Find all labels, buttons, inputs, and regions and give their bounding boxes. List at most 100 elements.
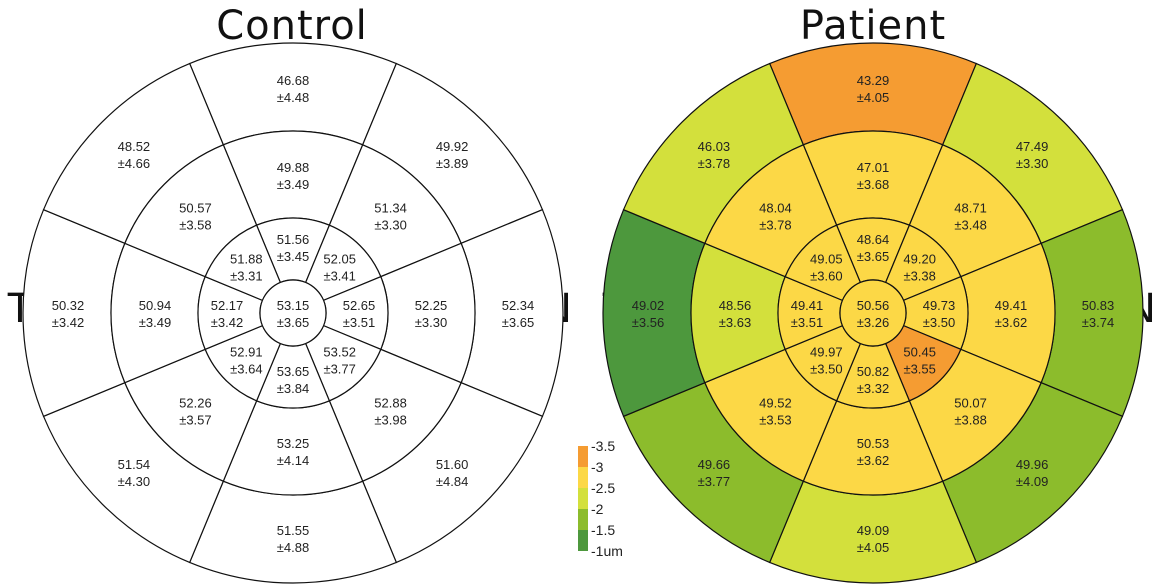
ring2-sector-6-label-mean: 49.52	[759, 396, 792, 411]
ring2-sector-8-label-mean: 48.04	[759, 200, 792, 215]
ring3-sector-5-label-mean: 51.55	[277, 523, 310, 538]
ring2-sector-5-label-sd: ±3.62	[857, 453, 889, 468]
color-scale-legend: -3.5 -3 -2.5 -2 -1.5 -1um	[578, 438, 623, 559]
ring1-sector-7-label-sd: ±3.51	[791, 315, 823, 330]
ring3-sector-7-label-mean: 49.02	[632, 298, 665, 313]
legend-label: -3.5	[591, 438, 615, 454]
ring2-sector-3-label-sd: ±3.62	[995, 315, 1027, 330]
ring3-sector-2-label-sd: ±3.30	[1016, 156, 1048, 171]
ring2-sector-7-label-mean: 50.94	[139, 298, 172, 313]
ring3-sector-4-label-sd: ±4.09	[1016, 474, 1048, 489]
center-sector-label-mean: 53.15	[277, 298, 310, 313]
ring2-sector-8-label-sd: ±3.58	[179, 217, 211, 232]
ring2-sector-2-label-mean: 51.34	[374, 200, 407, 215]
control-sector-chart: 53.15 ±3.65 51.56 ±3.45 52.05 ±3.41 52.65 ±3.51…	[22, 42, 564, 584]
ring1-sector-3-label-mean: 52.65	[343, 298, 376, 313]
ring3-sector-8-label-mean: 46.03	[698, 139, 731, 154]
ring1-sector-2-label-sd: ±3.41	[323, 268, 355, 283]
ring2-sector-1-label-sd: ±3.49	[277, 177, 309, 192]
ring2-sector-7-label-sd: ±3.63	[719, 315, 751, 330]
ring2-sector-4-label-sd: ±3.88	[954, 413, 986, 428]
ring3-sector-7-label-sd: ±3.56	[632, 315, 664, 330]
ring3-sector-1-label-mean: 43.29	[857, 73, 890, 88]
ring3-sector-3-label-sd: ±3.65	[502, 315, 534, 330]
ring2-sector-1-label-mean: 47.01	[857, 160, 890, 175]
ring2-sector-7-label-mean: 48.56	[719, 298, 752, 313]
ring3-sector-6-label-sd: ±4.30	[118, 474, 150, 489]
ring1-sector-1-label-mean: 51.56	[277, 232, 310, 247]
ring1-sector-7-label-mean: 49.41	[791, 298, 824, 313]
legend-swatch	[578, 509, 588, 530]
ring3-sector-5-label-sd: ±4.05	[857, 540, 889, 555]
ring2-sector-7-label-sd: ±3.49	[139, 315, 171, 330]
legend-swatch	[578, 446, 588, 467]
ring1-sector-8-label-sd: ±3.31	[230, 268, 262, 283]
legend-label: -2.5	[591, 480, 615, 496]
ring1-sector-3-label-sd: ±3.50	[923, 315, 955, 330]
ring3-sector-8-label-sd: ±3.78	[698, 156, 730, 171]
ring3-sector-2-label-sd: ±3.89	[436, 156, 468, 171]
ring2-sector-2-label-mean: 48.71	[954, 200, 987, 215]
ring1-sector-8-label-mean: 51.88	[230, 251, 263, 266]
ring3-sector-2-label-mean: 47.49	[1016, 139, 1049, 154]
ring1-sector-6-label-mean: 49.97	[810, 345, 843, 360]
control-title: Control	[216, 3, 368, 49]
center-sector	[839, 279, 907, 347]
ring1-sector-3-label-sd: ±3.51	[343, 315, 375, 330]
ring1-sector-5-label-mean: 53.65	[277, 364, 310, 379]
ring2-sector-4-label-mean: 50.07	[954, 396, 987, 411]
ring1-sector-8-label-mean: 49.05	[810, 251, 843, 266]
ring2-sector-6-label-mean: 52.26	[179, 396, 212, 411]
ring3-sector-6-label-sd: ±3.77	[698, 474, 730, 489]
center-sector-label-sd: ±3.65	[277, 315, 309, 330]
ring3-sector-5-label-mean: 49.09	[857, 523, 890, 538]
ring1-sector-4-label-mean: 50.45	[903, 345, 936, 360]
ring2-sector-5-label-sd: ±4.14	[277, 453, 309, 468]
ring1-sector-8-label-sd: ±3.60	[810, 268, 842, 283]
ring3-sector-7-label-sd: ±3.42	[52, 315, 84, 330]
ring1-sector-1-label-sd: ±3.65	[857, 249, 889, 264]
ring2-sector-6-label-sd: ±3.57	[179, 413, 211, 428]
ring1-sector-6-label-sd: ±3.50	[810, 362, 842, 377]
ring1-sector-2-label-sd: ±3.38	[903, 268, 935, 283]
legend-label: -3	[591, 459, 604, 475]
ring3-sector-3-label-mean: 52.34	[502, 298, 535, 313]
legend-label: -1.5	[591, 522, 615, 538]
ring3-sector-6-label-mean: 51.54	[118, 457, 151, 472]
legend-label: -1um	[591, 543, 623, 559]
ring2-sector-6-label-sd: ±3.53	[759, 413, 791, 428]
ring3-sector-1-label-sd: ±4.48	[277, 90, 309, 105]
ring3-sector-6-label-mean: 49.66	[698, 457, 731, 472]
ring3-sector-3-label-mean: 50.83	[1082, 298, 1115, 313]
legend-swatch	[578, 467, 588, 488]
ring3-sector-7-label-mean: 50.32	[52, 298, 85, 313]
ring3-sector-4-label-sd: ±4.84	[436, 474, 468, 489]
ring2-sector-3-label-mean: 49.41	[995, 298, 1028, 313]
legend-swatch	[578, 488, 588, 509]
ring2-sector-1-label-sd: ±3.68	[857, 177, 889, 192]
ring2-sector-4-label-mean: 52.88	[374, 396, 407, 411]
ring1-sector-3-label-mean: 49.73	[923, 298, 956, 313]
ring2-sector-5-label-mean: 53.25	[277, 436, 310, 451]
ring3-sector-1-label-sd: ±4.05	[857, 90, 889, 105]
control-map: Control T N 53.15±3.6551.56±3.4552.05±3.…	[7, 3, 572, 584]
ring3-sector-8-label-sd: ±4.66	[118, 156, 150, 171]
ring2-sector-8-label-sd: ±3.78	[759, 217, 791, 232]
patient-map: Patient T N 50.56±3.2648.64±3.6549.20±3.…	[602, 3, 1156, 584]
patient-sector-chart: 50.56 ±3.26 48.64 ±3.65 49.20 ±3.38 49.73 ±3.50…	[602, 42, 1144, 584]
ring1-sector-5-label-mean: 50.82	[857, 364, 890, 379]
ring3-sector-4-label-mean: 49.96	[1016, 457, 1049, 472]
legend-label: -2	[591, 501, 604, 517]
ring1-sector-4-label-sd: ±3.55	[903, 362, 935, 377]
ring1-sector-4-label-mean: 53.52	[323, 345, 356, 360]
ring3-sector-1-label-mean: 46.68	[277, 73, 310, 88]
ring3-sector-3	[1040, 208, 1144, 418]
patient-title: Patient	[800, 3, 946, 49]
ring1-sector-6-label-sd: ±3.64	[230, 362, 262, 377]
center-sector	[259, 279, 327, 347]
ring1-sector-7-label-mean: 52.17	[211, 298, 244, 313]
ring1-sector-5-label-sd: ±3.32	[857, 381, 889, 396]
center-sector-label-sd: ±3.26	[857, 315, 889, 330]
ring1-sector-1-label-sd: ±3.45	[277, 249, 309, 264]
